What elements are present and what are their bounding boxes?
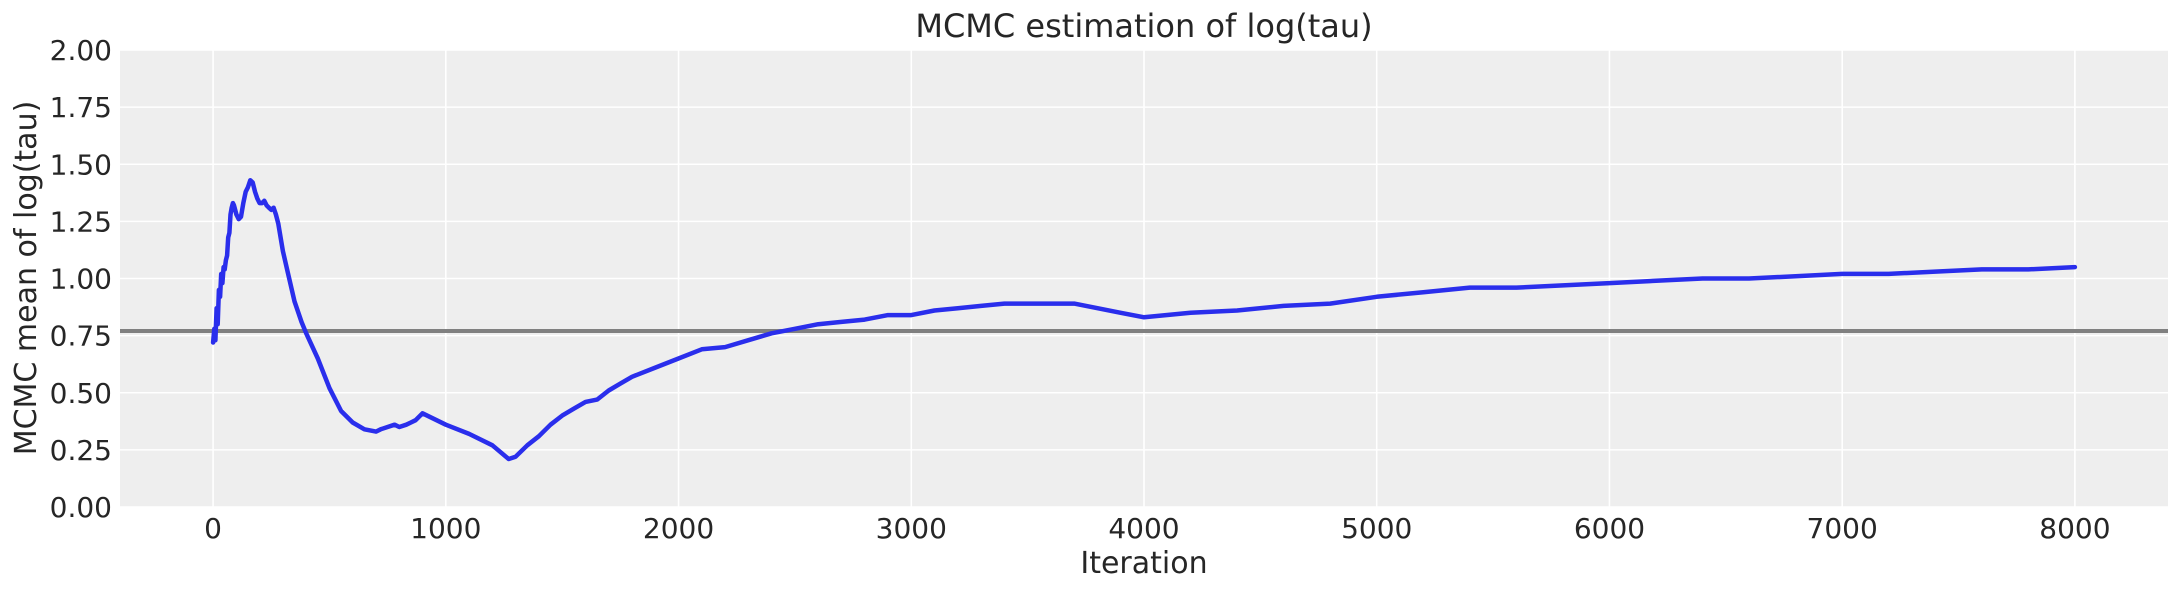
- y-tick-label: 2.00: [50, 34, 112, 67]
- x-axis-title: Iteration: [1080, 546, 1207, 581]
- y-tick-label: 0.25: [50, 434, 112, 467]
- x-tick-label: 7000: [1807, 512, 1878, 545]
- y-tick-label: 0.75: [50, 320, 112, 353]
- x-tick-label: 4000: [1108, 512, 1179, 545]
- series-line-0: [210, 177, 2078, 462]
- y-tick-label: 1.50: [50, 148, 112, 181]
- series-group: [210, 177, 2078, 462]
- y-axis-title: MCMC mean of log(tau): [9, 101, 44, 456]
- x-tick-labels: 0 1000 2000 3000 4000 5000 6000 7000 8000: [204, 512, 2110, 545]
- y-tick-label: 0.50: [50, 377, 112, 410]
- x-tick-label: 1000: [410, 512, 481, 545]
- x-tick-label: 3000: [876, 512, 947, 545]
- y-tick-label: 0.00: [50, 491, 112, 524]
- x-tick-label: 5000: [1341, 512, 1412, 545]
- y-tick-label: 1.00: [50, 263, 112, 296]
- x-tick-label: 2000: [643, 512, 714, 545]
- x-tick-label: 6000: [1574, 512, 1645, 545]
- y-tick-label: 1.25: [50, 205, 112, 238]
- y-tick-label: 1.75: [50, 91, 112, 124]
- x-tick-label: 0: [204, 512, 222, 545]
- grid: [120, 49, 2168, 508]
- chart-title: MCMC estimation of log(tau): [915, 7, 1372, 45]
- y-tick-labels: 0.00 0.25 0.50 0.75 1.00 1.25 1.50 1.75 2.00: [50, 34, 112, 524]
- x-tick-label: 8000: [2039, 512, 2110, 545]
